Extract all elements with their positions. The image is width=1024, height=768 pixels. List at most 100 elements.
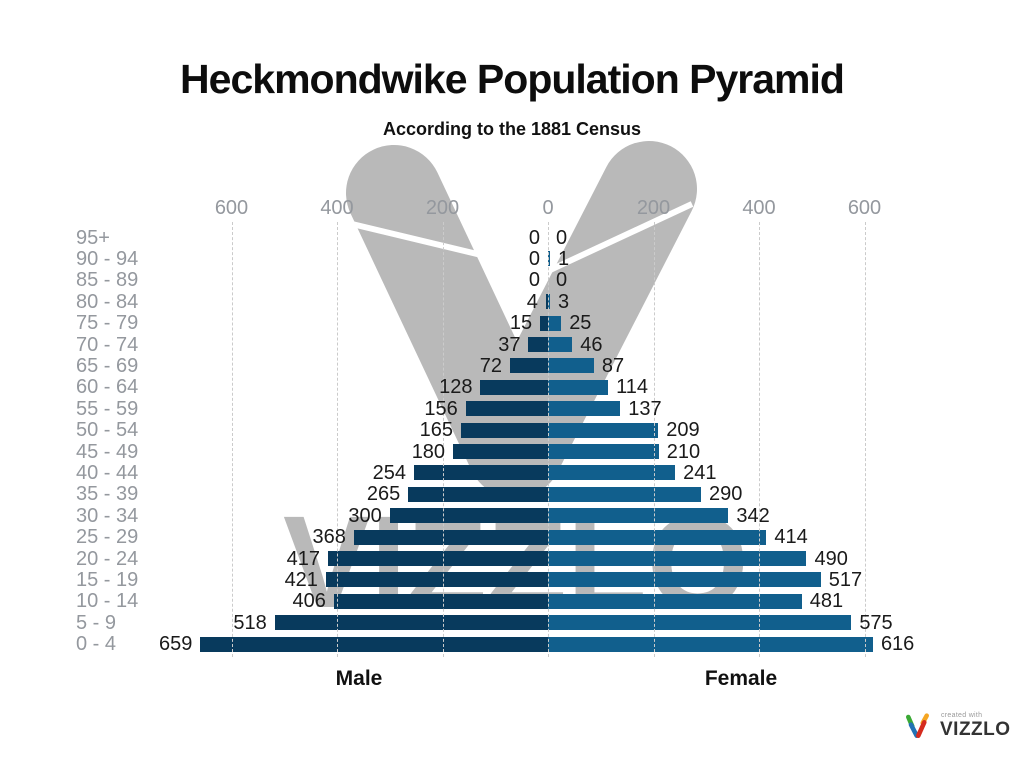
female-bar bbox=[548, 508, 729, 524]
male-value-label: 417 bbox=[286, 547, 321, 570]
male-bar bbox=[540, 315, 548, 331]
male-value-label: 368 bbox=[312, 526, 346, 549]
male-axis-label: Male bbox=[335, 667, 383, 690]
gridline bbox=[548, 222, 549, 657]
male-bar bbox=[328, 551, 548, 566]
male-bar bbox=[480, 379, 548, 395]
male-bar bbox=[465, 401, 548, 417]
female-bar bbox=[548, 422, 659, 438]
male-value-label: 4 bbox=[526, 290, 538, 313]
age-group-label: 15 - 19 bbox=[76, 568, 139, 591]
vizzlo-logo-icon bbox=[906, 713, 930, 739]
male-bar bbox=[510, 358, 548, 374]
male-value-label: 156 bbox=[424, 397, 458, 420]
axis-tick-label: 400 bbox=[320, 197, 354, 219]
male-value-label: 254 bbox=[372, 461, 407, 484]
female-value-label: 517 bbox=[828, 568, 863, 591]
male-bar bbox=[333, 593, 548, 609]
gridline bbox=[759, 222, 760, 657]
male-value-label: 406 bbox=[292, 590, 326, 613]
female-value-label: 209 bbox=[666, 419, 700, 442]
female-value-label: 87 bbox=[601, 354, 625, 377]
male-value-label: 659 bbox=[159, 633, 193, 656]
female-bar bbox=[548, 294, 550, 310]
female-value-label: 241 bbox=[683, 461, 717, 484]
age-group-label: 40 - 44 bbox=[76, 461, 139, 484]
male-bar bbox=[414, 465, 548, 481]
female-bar bbox=[548, 444, 659, 459]
gridline bbox=[653, 222, 655, 657]
axis-tick-label: 600 bbox=[214, 197, 249, 219]
female-bar bbox=[548, 615, 852, 631]
gridline bbox=[337, 222, 338, 657]
age-group-label: 60 - 64 bbox=[76, 376, 139, 399]
male-bar bbox=[389, 508, 548, 524]
male-bar bbox=[353, 529, 548, 545]
female-value-label: 114 bbox=[616, 376, 649, 399]
axis-tick-label: 600 bbox=[847, 197, 882, 219]
male-value-label: 265 bbox=[366, 483, 401, 506]
gridline bbox=[231, 222, 233, 657]
female-bar bbox=[548, 465, 676, 481]
age-group-label: 30 - 34 bbox=[76, 504, 139, 527]
female-bar bbox=[548, 636, 873, 652]
gridline bbox=[442, 222, 444, 657]
female-value-label: 46 bbox=[580, 333, 603, 356]
axis-tick-label: 200 bbox=[636, 197, 671, 219]
age-group-label: 5 - 9 bbox=[76, 611, 117, 634]
female-value-label: 290 bbox=[708, 483, 743, 506]
male-value-label: 0 bbox=[528, 247, 540, 270]
male-bar bbox=[528, 337, 548, 352]
female-value-label: 0 bbox=[556, 226, 568, 249]
female-bar bbox=[548, 251, 550, 267]
axis-tick-label: 200 bbox=[425, 197, 460, 219]
male-value-label: 0 bbox=[528, 269, 540, 292]
female-value-label: 25 bbox=[569, 312, 592, 335]
age-group-label: 50 - 54 bbox=[76, 419, 139, 442]
age-group-label: 25 - 29 bbox=[76, 526, 139, 549]
age-group-label: 20 - 24 bbox=[76, 547, 139, 570]
female-value-label: 0 bbox=[556, 269, 568, 292]
female-bar bbox=[548, 529, 767, 545]
female-value-label: 481 bbox=[809, 590, 844, 613]
badge-brand-label: VIZZLO bbox=[940, 719, 1011, 740]
male-value-label: 180 bbox=[411, 440, 446, 463]
female-bar bbox=[548, 551, 807, 566]
male-value-label: 518 bbox=[233, 611, 267, 634]
chart-title: Heckmondwike Population Pyramid bbox=[180, 56, 845, 102]
age-group-label: 80 - 84 bbox=[76, 290, 139, 313]
female-value-label: 210 bbox=[666, 440, 701, 463]
female-value-label: 1 bbox=[558, 247, 570, 270]
female-axis-label: Female bbox=[704, 667, 778, 690]
male-bar bbox=[460, 422, 548, 438]
female-bar bbox=[548, 358, 594, 374]
female-bar bbox=[548, 337, 573, 352]
male-value-label: 300 bbox=[348, 504, 382, 527]
female-bar bbox=[548, 572, 821, 588]
male-bar bbox=[325, 572, 548, 588]
male-value-label: 37 bbox=[498, 333, 521, 356]
male-value-label: 128 bbox=[439, 376, 473, 399]
female-bar bbox=[548, 593, 802, 609]
gridline bbox=[864, 222, 866, 657]
female-value-label: 414 bbox=[774, 526, 808, 549]
female-bar bbox=[548, 486, 701, 502]
age-group-label: 75 - 79 bbox=[76, 312, 139, 335]
male-bar bbox=[453, 444, 548, 459]
female-value-label: 616 bbox=[880, 633, 915, 656]
axis-tick-label: 400 bbox=[742, 197, 776, 219]
male-bar bbox=[408, 486, 548, 502]
age-group-label: 10 - 14 bbox=[76, 590, 139, 613]
female-value-label: 575 bbox=[859, 611, 893, 634]
male-value-label: 165 bbox=[419, 419, 453, 442]
badge-created-with-label: created with bbox=[941, 712, 983, 719]
female-value-label: 137 bbox=[628, 397, 662, 420]
male-value-label: 421 bbox=[284, 568, 318, 591]
female-bar bbox=[548, 401, 621, 417]
female-bar bbox=[548, 379, 609, 395]
chart-subtitle: According to the 1881 Census bbox=[382, 119, 642, 139]
male-value-label: 0 bbox=[528, 226, 540, 249]
age-group-label: 90 - 94 bbox=[76, 247, 139, 270]
female-value-label: 342 bbox=[736, 504, 770, 527]
age-group-label: 65 - 69 bbox=[76, 354, 139, 377]
